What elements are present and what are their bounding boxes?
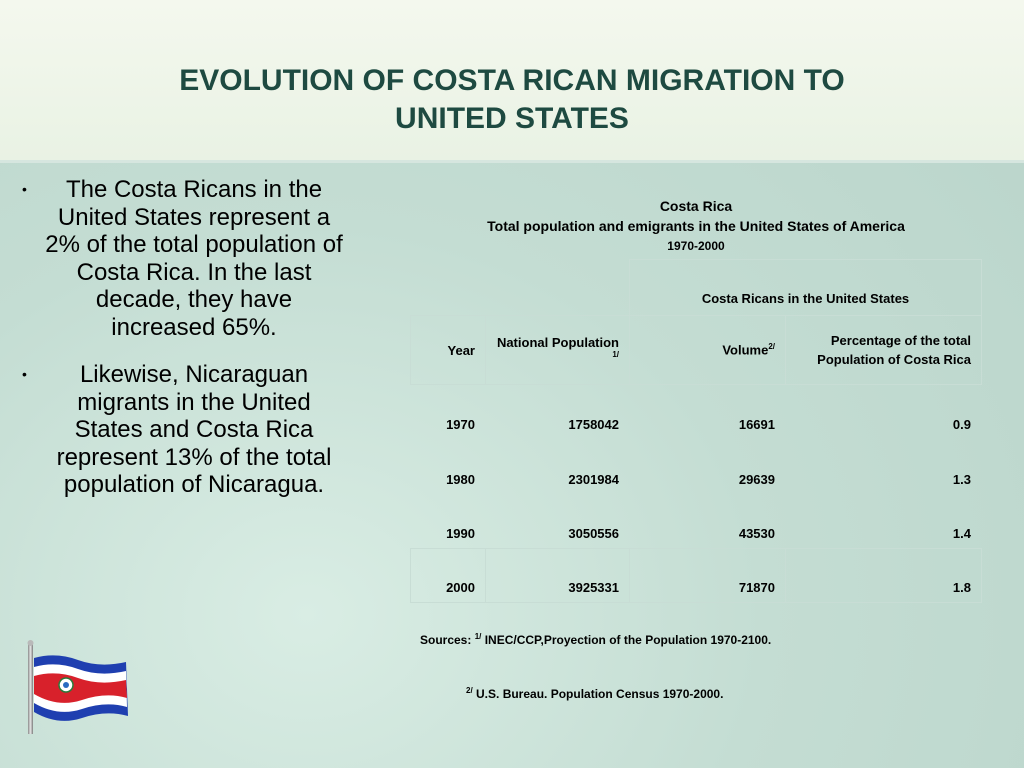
cell-volume: 43530 [738,525,775,541]
cell-percentage: 0.9 [952,416,971,432]
header-national-population-label: National Population 1/ [496,335,619,365]
table-line [410,315,411,385]
source-1-text: INEC/CCP,Proyection of the Population 19… [484,633,772,647]
table-line [629,259,982,260]
table-line [410,384,982,385]
bullet-item: • Likewise, Nicaraguan migrants in the U… [14,361,344,499]
caption-period: 1970-2000 [667,239,725,253]
cell-percentage: 1.3 [952,471,971,487]
caption-title: Total population and emigrants in the Un… [487,218,905,234]
table-line [410,602,982,603]
cell-year: 1990 [446,525,475,541]
sources-note-2: 2/ U.S. Bureau. Population Census 1970-2… [466,686,723,701]
footnote-1-marker: 1/ [612,349,619,359]
header-volume: Volume2/ [630,316,785,384]
bullet-text: Likewise, Nicaraguan migrants in the Uni… [56,361,332,498]
header-percentage: Percentage of the total Population of Co… [817,333,971,367]
cell-year: 2000 [446,579,475,595]
header-volume-text: Volume [722,342,769,358]
cell-population: 3050556 [568,525,619,541]
bullet-marker: • [22,366,27,382]
table-line [629,548,630,603]
footnote-2-marker: 2/ [768,342,775,352]
cell-population: 3925331 [568,579,619,595]
cell-volume: 29639 [738,471,775,487]
group-header: Costa Ricans in the United States [701,290,910,306]
cell-percentage: 1.4 [952,525,971,541]
caption-country: Costa Rica [659,198,733,214]
costa-rica-flag-icon [27,640,128,734]
bullet-list: • The Costa Ricans in the United States … [14,176,344,519]
table-line [410,548,411,603]
bullet-item: • The Costa Ricans in the United States … [14,176,344,341]
title-band [0,0,1024,163]
sources-note-1: Sources: 1/ INEC/CCP,Proyection of the P… [420,632,771,647]
table-caption: Costa Rica Total population and emigrant… [410,196,982,256]
cell-volume: 71870 [738,579,775,595]
table-line [485,548,486,603]
table-line [981,259,982,385]
population-table: Costa Ricans in the United States Year N… [410,259,982,603]
cell-population: 1758042 [568,416,619,432]
table-line [410,548,982,549]
header-year: Year [447,342,475,358]
cell-percentage: 1.8 [952,579,971,595]
cell-volume: 16691 [738,416,775,432]
header-national-population: National Population 1/ [486,316,629,384]
bullet-marker: • [22,181,27,197]
title-line-2: UNITED STATES [395,102,629,135]
table-line [785,548,786,603]
table-line [629,259,630,385]
bullet-text: The Costa Ricans in the United States re… [45,176,343,341]
header-volume-label: Volume2/ [722,342,775,357]
cell-year: 1970 [446,416,475,432]
table-line [485,315,486,385]
sources-label: Sources: [420,633,472,647]
title-line-1: EVOLUTION OF COSTA RICAN MIGRATION TO [179,64,845,97]
source-1-marker: 1/ [474,632,482,641]
source-2-marker: 2/ [466,686,473,695]
cell-year: 1980 [446,471,475,487]
cell-population: 2301984 [568,471,619,487]
table-line [785,315,786,385]
table-line [410,315,982,316]
header-national-population-text: National Population [496,334,619,350]
source-2-text: U.S. Bureau. Population Census 1970-2000… [476,687,724,701]
table-line [981,548,982,603]
slide-title: EVOLUTION OF COSTA RICAN MIGRATION TO UN… [60,62,964,138]
